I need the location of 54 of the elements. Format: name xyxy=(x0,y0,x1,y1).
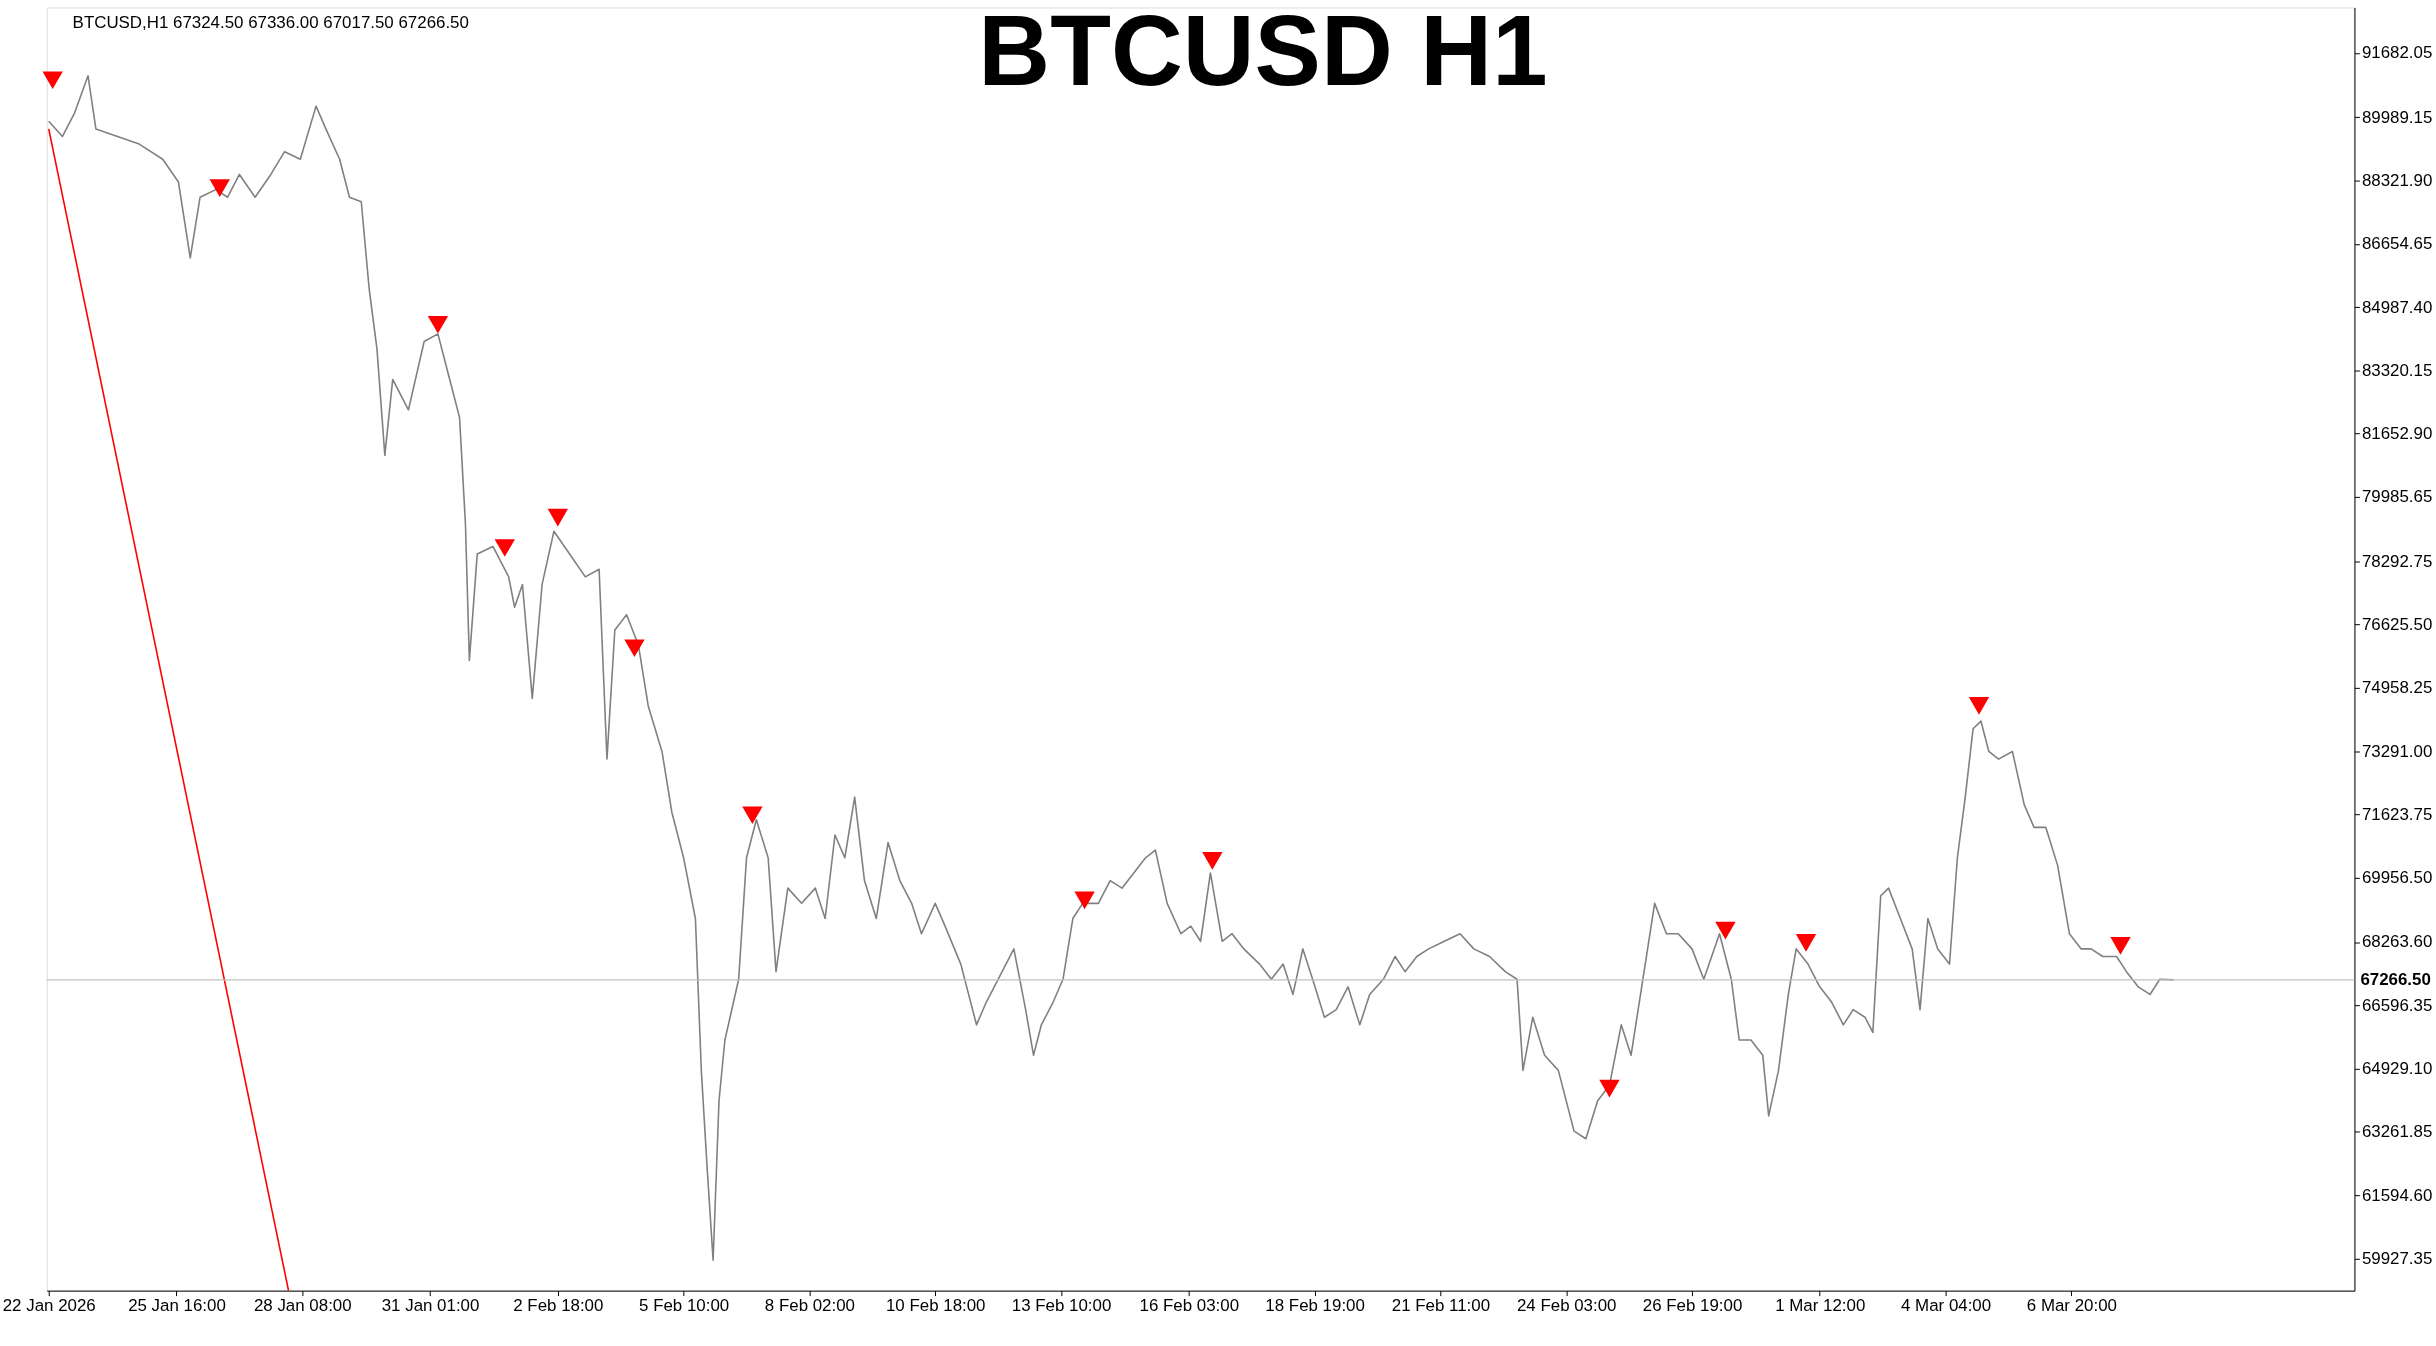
point xyxy=(1074,891,1095,910)
y-tick-label: 86654.65 xyxy=(2361,234,2433,254)
y-tick-label: 83320.15 xyxy=(2361,360,2433,380)
y-tick-label: 91682.05 xyxy=(2361,43,2433,63)
x-tick-label: 18 Feb 19:00 xyxy=(1265,1296,1365,1316)
point xyxy=(1599,1079,1620,1098)
y-tick-label: 76625.50 xyxy=(2361,615,2433,635)
y-tick-label: 69956.50 xyxy=(2361,868,2433,888)
y-tick-label: 66596.35 xyxy=(2361,995,2433,1015)
y-tick-label: 61594.60 xyxy=(2361,1185,2433,1205)
y-tick-label: 89989.15 xyxy=(2361,107,2433,127)
annotation: BTCUSD,H1 67324.50 67336.00 67017.50 67266.50 xyxy=(72,13,469,33)
y-tick-label: 74958.25 xyxy=(2361,678,2433,698)
y-tick-label: 59927.35 xyxy=(2361,1248,2433,1268)
point xyxy=(1715,921,1736,940)
x-tick-label: 26 Feb 19:00 xyxy=(1642,1296,1743,1316)
point xyxy=(42,71,63,90)
x-tick-label: 1 Mar 12:00 xyxy=(1775,1296,1866,1316)
point xyxy=(1795,933,1817,952)
point xyxy=(624,639,645,658)
chart-title: BTCUSD H1 xyxy=(978,0,1548,107)
y-tick-label: 64929.10 xyxy=(2361,1059,2433,1079)
point xyxy=(209,179,230,197)
x-tick-label: 21 Feb 11:00 xyxy=(1391,1296,1491,1316)
x-tick-label: 28 Jan 08:00 xyxy=(253,1296,352,1316)
point xyxy=(494,539,515,557)
y-tick-label: 68263.60 xyxy=(2361,932,2433,952)
x-tick-label: 10 Feb 18:00 xyxy=(885,1296,986,1316)
y-tick-label: 84987.40 xyxy=(2361,297,2433,317)
point xyxy=(427,315,449,334)
point xyxy=(1202,851,1223,870)
y-tick-label: 81652.90 xyxy=(2361,424,2433,444)
ref-line-label: 67266.50 xyxy=(2360,969,2431,989)
y-tick-label: 71623.75 xyxy=(2361,804,2433,824)
y-tick-label: 78292.75 xyxy=(2361,551,2433,571)
y-tick-label: 73291.00 xyxy=(2361,741,2433,761)
y-tick-label: 88321.90 xyxy=(2361,171,2433,190)
point xyxy=(742,806,763,825)
x-tick-label: 4 Mar 04:00 xyxy=(1901,1296,1992,1316)
x-tick-label: 2 Feb 18:00 xyxy=(513,1296,604,1316)
x-tick-label: 8 Feb 02:00 xyxy=(764,1296,855,1316)
x-tick-label: 13 Feb 10:00 xyxy=(1011,1296,1112,1316)
x-tick-label: 25 Jan 16:00 xyxy=(128,1296,226,1316)
y-tick-label: 79985.65 xyxy=(2361,487,2433,507)
point xyxy=(547,508,569,527)
x-tick-label: 31 Jan 01:00 xyxy=(381,1296,480,1316)
point xyxy=(1968,697,1990,715)
x-tick-label: 16 Feb 03:00 xyxy=(1139,1296,1240,1316)
x-tick-label: 24 Feb 03:00 xyxy=(1516,1296,1617,1316)
x-tick-label: 5 Feb 10:00 xyxy=(639,1296,730,1316)
point xyxy=(2110,937,2131,955)
y-tick-label: 63261.85 xyxy=(2361,1122,2433,1142)
x-tick-label: 6 Mar 20:00 xyxy=(2026,1296,2117,1316)
x-tick-label: 22 Jan 2026 xyxy=(2,1296,96,1316)
